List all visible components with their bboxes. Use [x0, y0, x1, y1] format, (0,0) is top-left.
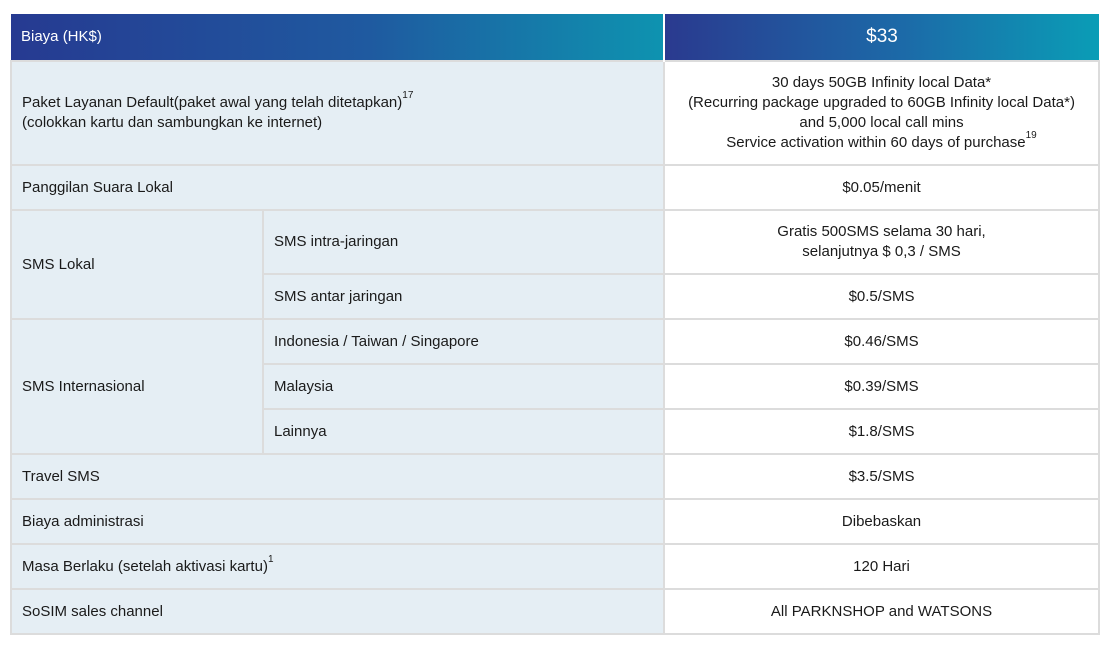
validity-value: 120 Hari	[663, 543, 1101, 590]
table-row: Malaysia $0.39/SMS	[11, 363, 1101, 410]
intl-sms-region-label: Indonesia / Taiwan / Singapore	[261, 318, 666, 365]
table-row: SoSIM sales channel All PARKNSHOP and WA…	[9, 588, 1101, 635]
admin-fee-value: Dibebaskan	[663, 498, 1101, 545]
intl-sms-region-value: $0.46/SMS	[663, 318, 1101, 365]
sms-inter-value: $0.5/SMS	[663, 273, 1101, 320]
validity-label: Masa Berlaku (setelah aktivasi kartu)1	[9, 543, 666, 590]
default-plan-value: 30 days 50GB Infinity local Data* (Recur…	[663, 60, 1101, 166]
travel-sms-value: $3.5/SMS	[663, 453, 1101, 500]
table-row: SMS Internasional Indonesia / Taiwan / S…	[10, 318, 1101, 455]
table-row: Travel SMS $3.5/SMS	[9, 453, 1101, 500]
local-sms-label: SMS Lokal	[10, 209, 264, 320]
sms-intra-label: SMS intra-jaringan	[261, 209, 666, 275]
travel-sms-label: Travel SMS	[9, 453, 666, 500]
default-plan-value-line3: and 5,000 local call mins	[799, 114, 964, 131]
footnote-ref: 17	[402, 90, 414, 101]
table-row: Masa Berlaku (setelah aktivasi kartu)1 1…	[9, 543, 1101, 590]
local-voice-value: $0.05/menit	[663, 164, 1101, 211]
sms-intra-value-line1: Gratis 500SMS selama 30 hari,	[777, 223, 986, 240]
table-row: Panggilan Suara Lokal $0.05/menit	[9, 164, 1101, 211]
footnote-ref: 1	[267, 553, 274, 565]
sms-intra-value-line2: selanjutnya $ 0,3 / SMS	[802, 243, 961, 260]
intl-sms-region-label: Malaysia	[261, 363, 666, 410]
header-price: $33	[663, 14, 1100, 61]
default-plan-label: Paket Layanan Default(paket awal yang te…	[9, 60, 666, 166]
sales-channel-value: All PARKNSHOP and WATSONS	[663, 588, 1101, 635]
default-plan-label-line2: (colokkan kartu dan sambungkan ke intern…	[22, 114, 323, 131]
default-plan-value-line4: Service activation within 60 days of pur…	[726, 134, 1026, 151]
intl-sms-region-value: $1.8/SMS	[663, 408, 1101, 455]
price-table: Biaya (HK$) $33 Paket Layanan Default(pa…	[9, 14, 1101, 635]
sales-channel-label: SoSIM sales channel	[9, 588, 666, 635]
header-fee-label: Biaya (HK$)	[11, 14, 665, 61]
admin-fee-label: Biaya administrasi	[9, 498, 666, 545]
default-plan-label-line1: Paket Layanan Default(paket awal yang te…	[22, 94, 403, 111]
table-row: Lainnya $1.8/SMS	[11, 408, 1101, 455]
validity-label-text: Masa Berlaku (setelah aktivasi kartu)	[22, 557, 268, 575]
table-row: Paket Layanan Default(paket awal yang te…	[9, 60, 1101, 166]
intl-sms-region-label: Lainnya	[261, 408, 666, 455]
default-plan-value-line2: (Recurring package upgraded to 60GB Infi…	[688, 94, 1075, 111]
default-plan-value-line1: 30 days 50GB Infinity local Data*	[771, 74, 992, 91]
intl-sms-label: SMS Internasional	[10, 318, 264, 455]
intl-sms-region-value: $0.39/SMS	[663, 363, 1101, 410]
sms-inter-label: SMS antar jaringan	[261, 273, 666, 320]
table-row: Biaya administrasi Dibebaskan	[9, 498, 1101, 545]
local-voice-label: Panggilan Suara Lokal	[9, 164, 666, 211]
table-row: SMS antar jaringan $0.5/SMS	[11, 273, 1101, 320]
table-header-row: Biaya (HK$) $33	[11, 14, 1100, 61]
footnote-ref: 19	[1025, 130, 1037, 141]
sms-intra-value: Gratis 500SMS selama 30 hari, selanjutny…	[663, 209, 1101, 275]
table-row: SMS Lokal SMS intra-jaringan Gratis 500S…	[10, 209, 1101, 320]
